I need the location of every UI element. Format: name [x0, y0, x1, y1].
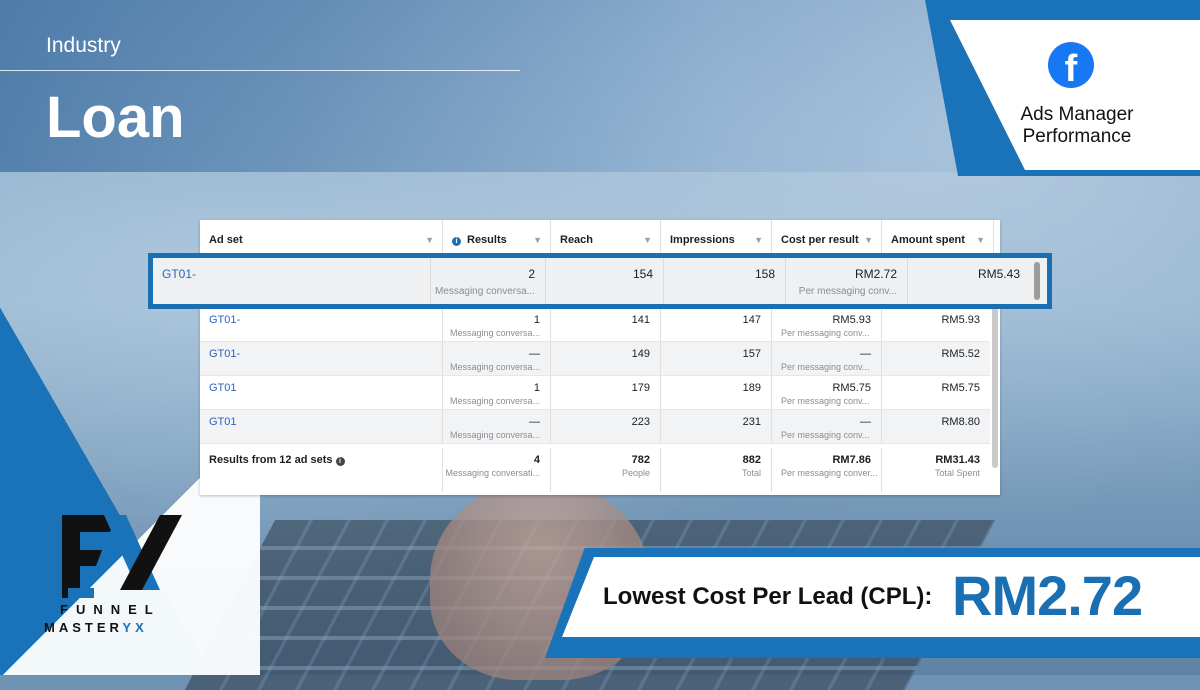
funnel-master-logo — [62, 515, 182, 598]
ad-set-link[interactable]: GT01 — [209, 382, 237, 394]
chevron-down-icon: ▼ — [864, 235, 873, 245]
info-icon: i — [452, 237, 461, 246]
table-total-row: Results from 12 ad sets i 4 Messaging conv… — [200, 448, 990, 494]
logo-text-master: MASTERYX — [44, 620, 148, 635]
table-row[interactable]: GT01 1 Messaging conversa... 179 189 RM5.… — [200, 376, 990, 410]
logo-text-funnel: FUNNEL — [60, 602, 161, 617]
total-label: Results from 12 ad sets i — [209, 454, 345, 466]
ad-set-link[interactable]: GT01- — [209, 314, 241, 326]
info-icon[interactable]: i — [335, 457, 345, 466]
ad-set-link[interactable]: GT01- — [162, 267, 197, 281]
header-divider — [0, 70, 520, 71]
table-row[interactable]: GT01- — Messaging conversa... 149 157 — Pe… — [200, 342, 990, 376]
badge-title: Ads Manager Performance — [1002, 104, 1152, 148]
col-ad-set[interactable]: Ad set ▼ — [200, 220, 443, 260]
col-results[interactable]: i Results ▼ — [443, 220, 551, 260]
cpl-label: Lowest Cost Per Lead (CPL): — [603, 583, 933, 610]
col-reach[interactable]: Reach ▼ — [551, 220, 661, 260]
badge-line-1: Ads Manager — [1020, 104, 1134, 125]
chevron-down-icon: ▼ — [754, 235, 763, 245]
table-row[interactable]: GT01- 1 Messaging conversa... 141 147 RM5… — [200, 308, 990, 342]
chevron-down-icon: ▼ — [425, 235, 434, 245]
cpl-value: RM2.72 — [952, 564, 1143, 627]
cpl-banner — [562, 557, 1200, 637]
table-row[interactable]: GT01 — Messaging conversa... 223 231 — Per… — [200, 410, 990, 444]
col-impressions[interactable]: Impressions ▼ — [661, 220, 772, 260]
col-cost-per-result[interactable]: Cost per result ▼ — [772, 220, 882, 260]
highlight-scrollbar — [1034, 262, 1040, 300]
industry-label: Industry — [46, 34, 121, 57]
ad-set-link[interactable]: GT01- — [209, 348, 241, 360]
badge-line-2: Performance — [1022, 126, 1132, 147]
ad-set-link[interactable]: GT01 — [209, 416, 237, 428]
industry-value: Loan — [46, 85, 185, 150]
facebook-icon: f — [1048, 42, 1094, 88]
chevron-down-icon: ▼ — [976, 235, 985, 245]
chevron-down-icon: ▼ — [533, 235, 542, 245]
chevron-down-icon: ▼ — [643, 235, 652, 245]
highlighted-row[interactable]: GT01- 2 Messaging conversa... 154 158 RM2… — [148, 253, 1052, 309]
table-scrollbar[interactable] — [992, 268, 998, 468]
col-amount-spent[interactable]: Amount spent ▼ — [882, 220, 994, 260]
